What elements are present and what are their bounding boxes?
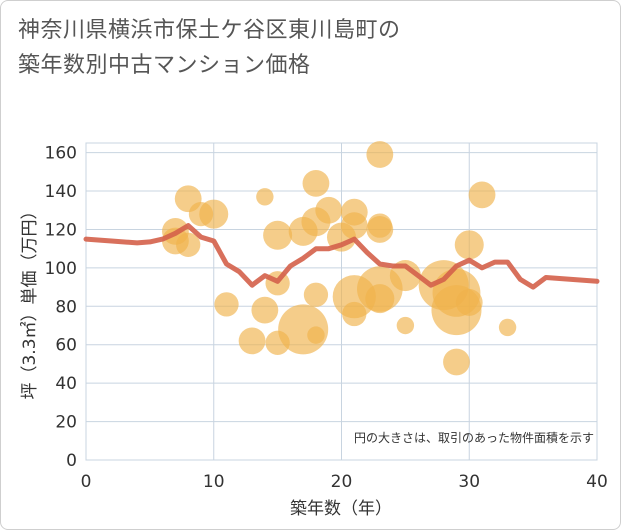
average-price-trend-line [83, 223, 600, 290]
data-bubble [342, 301, 367, 327]
y-tick-label: 60 [55, 336, 77, 356]
y-tick-label: 80 [55, 297, 77, 317]
data-bubble [498, 318, 517, 337]
y-tick-label: 120 [45, 220, 77, 240]
data-bubbles [162, 141, 517, 376]
data-bubble [367, 213, 392, 238]
y-axis-title: 坪（3.3㎡）単価（万円） [20, 202, 40, 399]
data-bubble [176, 232, 201, 257]
data-bubble [188, 201, 214, 227]
data-bubble [315, 196, 343, 224]
data-bubble [468, 181, 496, 209]
data-bubble [365, 284, 395, 314]
data-bubble [307, 326, 325, 344]
chart-title: 神奈川県横浜市保土ケ谷区東川島町の 築年数別中古マンション価格 [18, 14, 401, 84]
y-tick-label: 140 [45, 182, 77, 202]
data-bubble [302, 169, 330, 197]
data-bubble [340, 212, 368, 240]
y-tick-label: 20 [55, 413, 77, 433]
data-bubble [454, 230, 484, 260]
y-tick-label: 0 [66, 451, 77, 471]
y-tick-label: 40 [55, 374, 77, 394]
trend-line-group [83, 223, 600, 290]
data-bubble [366, 141, 394, 168]
data-bubble [443, 348, 470, 376]
data-bubble [251, 296, 279, 324]
y-tick-labels: 0 20 40 60 80 100 120 140 160 [45, 144, 77, 471]
data-bubble [303, 282, 329, 307]
y-tick-label: 100 [45, 259, 77, 279]
x-tick-labels: 0 10 20 30 40 [81, 472, 608, 492]
data-bubble [455, 289, 483, 316]
data-bubble [214, 292, 239, 317]
data-bubble [396, 316, 415, 335]
bubble-size-note: 円の大きさは、取引のあった物件面積を示す [354, 430, 594, 445]
chart-title-line-1: 神奈川県横浜市保土ケ谷区東川島町の [18, 18, 401, 43]
x-tick-label: 10 [203, 472, 225, 492]
x-tick-label: 20 [331, 472, 353, 492]
data-bubble [265, 330, 290, 355]
chart-title-line-2: 築年数別中古マンション価格 [18, 53, 311, 78]
data-bubble [332, 275, 376, 319]
y-tick-label: 160 [45, 144, 77, 164]
data-bubble [238, 327, 266, 355]
data-bubble [256, 188, 274, 206]
x-tick-label: 30 [458, 472, 480, 492]
data-bubble [263, 220, 293, 250]
x-axis-title: 築年数（年） [290, 499, 392, 519]
x-tick-label: 0 [81, 472, 92, 492]
x-tick-label: 40 [586, 472, 608, 492]
